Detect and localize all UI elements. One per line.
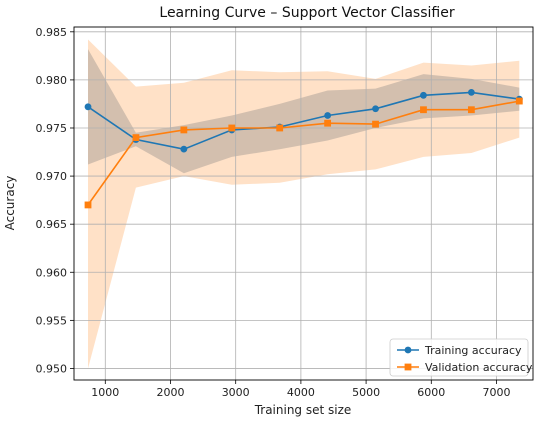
validation-accuracy-point: [324, 119, 332, 127]
validation-accuracy-point: [276, 124, 284, 132]
training-accuracy-point: [180, 145, 188, 153]
x-tick-label: 6000: [417, 386, 445, 399]
legend-marker-validation: [404, 363, 412, 371]
training-accuracy-point: [467, 89, 475, 96]
y-tick-label: 0.975: [36, 122, 68, 135]
training-accuracy-point: [324, 112, 332, 119]
validation-accuracy-point: [515, 97, 523, 105]
chart-title: Learning Curve – Support Vector Classifi…: [159, 5, 454, 21]
training-accuracy-point: [372, 105, 379, 113]
x-axis-ticks: 1000 2000 3000 4000 5000 6000 7000: [91, 380, 510, 399]
y-tick-label: 0.970: [36, 170, 68, 183]
validation-accuracy-band: [88, 39, 520, 369]
x-tick-label: 4000: [287, 386, 315, 399]
legend-marker-training: [404, 346, 412, 354]
y-tick-label: 0.955: [36, 314, 68, 327]
x-tick-label: 2000: [156, 386, 184, 399]
y-axis-ticks: 0.950 0.955 0.960 0.965 0.970 0.975 0.980 0.985: [36, 26, 74, 375]
x-tick-label: 5000: [352, 386, 380, 399]
x-tick-label: 1000: [91, 386, 119, 399]
legend: Training accuracy Validation accuracy: [389, 338, 533, 377]
validation-accuracy-line: [87, 100, 520, 206]
legend-box: [389, 338, 529, 377]
series-markers: [84, 89, 523, 209]
x-axis-label: Training set size: [254, 403, 352, 417]
validation-accuracy-point: [420, 106, 427, 114]
training-accuracy-line: [87, 91, 520, 151]
validation-accuracy-point: [372, 120, 379, 128]
validation-accuracy-point: [180, 126, 188, 134]
validation-accuracy-point: [132, 134, 140, 142]
plot-frame: [73, 26, 534, 381]
x-tick-label: 3000: [222, 386, 250, 399]
y-tick-label: 0.965: [36, 218, 68, 231]
series-lines: [87, 91, 520, 206]
training-accuracy-point: [420, 91, 427, 99]
legend-label-training: Training accuracy: [424, 344, 522, 357]
y-axis-label: Accuracy: [3, 176, 17, 231]
y-tick-label: 0.960: [36, 266, 68, 279]
validation-accuracy-point: [228, 124, 236, 132]
validation-accuracy-point: [84, 201, 92, 209]
validation-accuracy-point: [467, 106, 475, 114]
y-tick-label: 0.985: [36, 26, 68, 39]
x-tick-label: 7000: [482, 386, 510, 399]
y-tick-label: 0.980: [36, 74, 68, 87]
y-tick-label: 0.950: [36, 362, 68, 375]
training-accuracy-point: [84, 103, 92, 111]
legend-label-validation: Validation accuracy: [425, 361, 533, 374]
